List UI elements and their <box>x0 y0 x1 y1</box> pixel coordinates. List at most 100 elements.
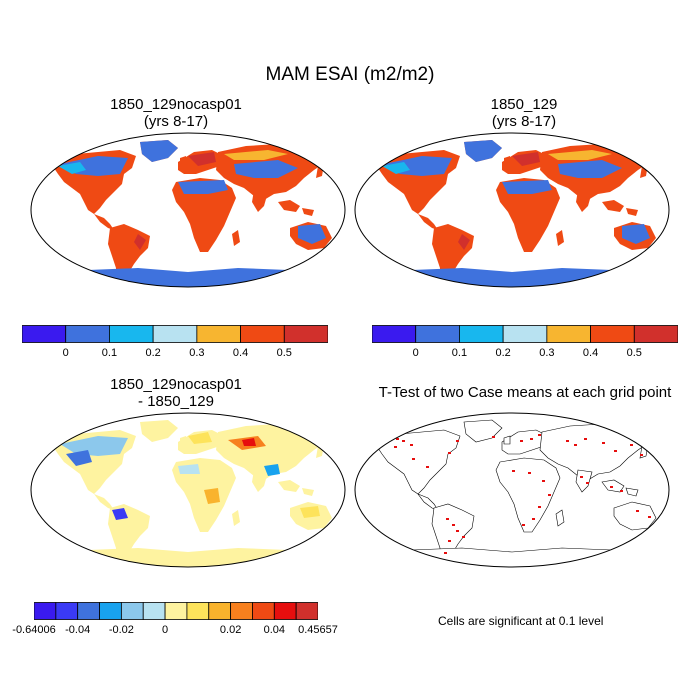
colorbar-swatch <box>208 602 232 620</box>
significance-cell <box>456 530 459 532</box>
panel-title-line2: - 1850_129 <box>138 393 214 410</box>
panel-title-line2: (yrs 8-17) <box>491 113 557 130</box>
colorbar-tick-label: 0.02 <box>219 624 242 636</box>
colorbar-swatch <box>22 325 67 343</box>
significance-cell <box>426 466 429 468</box>
colorbar-tick-label: 0.4 <box>232 347 249 359</box>
colorbar-swatch <box>590 325 635 343</box>
colorbar-swatch <box>196 325 241 343</box>
significance-cell <box>452 524 455 526</box>
colorbar-tick-label: 0 <box>162 624 169 636</box>
panel-title-line1: 1850_129 <box>490 96 558 113</box>
map-ttest <box>354 412 670 568</box>
colorbar-swatch <box>34 602 57 620</box>
map-difference <box>30 412 346 568</box>
colorbar-tick-label: 0.1 <box>101 347 118 359</box>
colorbar-swatch <box>283 325 328 343</box>
map-case1 <box>30 132 346 288</box>
significance-cell <box>586 482 589 484</box>
significance-cell <box>648 516 651 518</box>
significance-cell <box>512 470 515 472</box>
significance-cell <box>620 490 623 492</box>
colorbar-tick-label: 0.5 <box>276 347 292 359</box>
map-case2 <box>354 132 670 288</box>
colorbar-swatch <box>415 325 460 343</box>
significance-cell <box>640 454 643 456</box>
colorbar-tick-label: 0 <box>62 347 69 359</box>
colorbar-difference <box>34 602 318 620</box>
colorbar-swatch <box>459 325 504 343</box>
colorbar-tick-label: 0.4 <box>582 347 599 359</box>
significance-cell <box>574 444 577 446</box>
significance-cell <box>542 480 545 482</box>
significance-cell <box>532 518 535 520</box>
significance-cell <box>448 540 451 542</box>
significance-cell <box>652 526 655 528</box>
colorbar-tick-label: 0.2 <box>495 347 511 359</box>
colorbar-swatch <box>295 602 318 620</box>
colorbar-tick-label: 0.5 <box>626 347 642 359</box>
panel-title-line1: 1850_129nocasp01 <box>110 376 242 393</box>
colorbar-swatch <box>65 325 110 343</box>
significance-cell <box>394 446 397 448</box>
significance-cell <box>396 438 399 440</box>
significance-cell <box>630 444 633 446</box>
colorbar-swatch <box>109 325 154 343</box>
significance-cell <box>610 486 613 488</box>
colorbar-swatch <box>99 602 122 620</box>
significance-cell <box>530 438 533 440</box>
colorbar-tick-label: 0.04 <box>263 624 286 636</box>
significance-cell <box>614 450 617 452</box>
significance-cell <box>584 438 587 440</box>
colorbar-swatch <box>252 602 275 620</box>
significance-cell <box>520 440 523 442</box>
colorbar-swatch <box>152 325 198 343</box>
colorbar-swatch <box>372 325 417 343</box>
significance-cell <box>528 472 531 474</box>
significance-note: Cells are significant at 0.1 level <box>438 614 604 628</box>
colorbar-tick-label: -0.04 <box>65 624 91 636</box>
significance-cell <box>580 476 583 478</box>
colorbar-tick-label: 0.3 <box>189 347 205 359</box>
significance-cell <box>602 442 605 444</box>
significance-cell <box>636 510 639 512</box>
significance-cell <box>412 458 415 460</box>
colorbar-swatch <box>186 602 210 620</box>
colorbar-tick-label: 0.45657 <box>298 624 338 636</box>
figure-title: MAM ESAI (m2/m2) <box>265 64 435 85</box>
colorbar-case2 <box>372 325 678 343</box>
panel-title-line2: (yrs 8-17) <box>143 113 209 130</box>
panel-title-ttest: T-Test of two Case means at each grid po… <box>355 384 695 401</box>
colorbar-tick-label: -0.02 <box>108 624 134 636</box>
significance-cell <box>446 518 449 520</box>
significance-cell <box>492 436 495 438</box>
significance-cell <box>402 440 405 442</box>
panel-title-line1: T-Test of two Case means at each grid po… <box>378 384 672 401</box>
significance-cell <box>566 440 569 442</box>
colorbar-swatch <box>120 602 144 620</box>
colorbar-tick-label: 0.3 <box>539 347 555 359</box>
colorbar-swatch <box>164 602 188 620</box>
panel-title-case2: 1850_129 (yrs 8-17) <box>416 96 632 130</box>
colorbar-tick-label: 0.1 <box>451 347 468 359</box>
significance-cell <box>456 440 459 442</box>
colorbar-swatch <box>230 602 253 620</box>
colorbar-swatch <box>633 325 678 343</box>
panel-title-diff: 1850_129nocasp01 - 1850_129 <box>68 376 284 410</box>
colorbar-case1 <box>22 325 328 343</box>
colorbar-swatch <box>240 325 285 343</box>
colorbar-tick-label: -0.64006 <box>12 624 56 636</box>
colorbar-tick-label: 0.2 <box>145 347 161 359</box>
colorbar-swatch <box>77 602 100 620</box>
significance-cell <box>444 552 447 554</box>
significance-cell <box>538 434 541 436</box>
colorbar-swatch <box>273 602 297 620</box>
colorbar-swatch <box>502 325 548 343</box>
significance-cell <box>462 536 465 538</box>
panel-title-line1: 1850_129nocasp01 <box>110 96 242 113</box>
colorbar-swatch <box>546 325 591 343</box>
significance-cell <box>448 452 451 454</box>
significance-cell <box>410 444 413 446</box>
panel-title-case1: 1850_129nocasp01 (yrs 8-17) <box>68 96 284 130</box>
significance-cell <box>538 506 541 508</box>
